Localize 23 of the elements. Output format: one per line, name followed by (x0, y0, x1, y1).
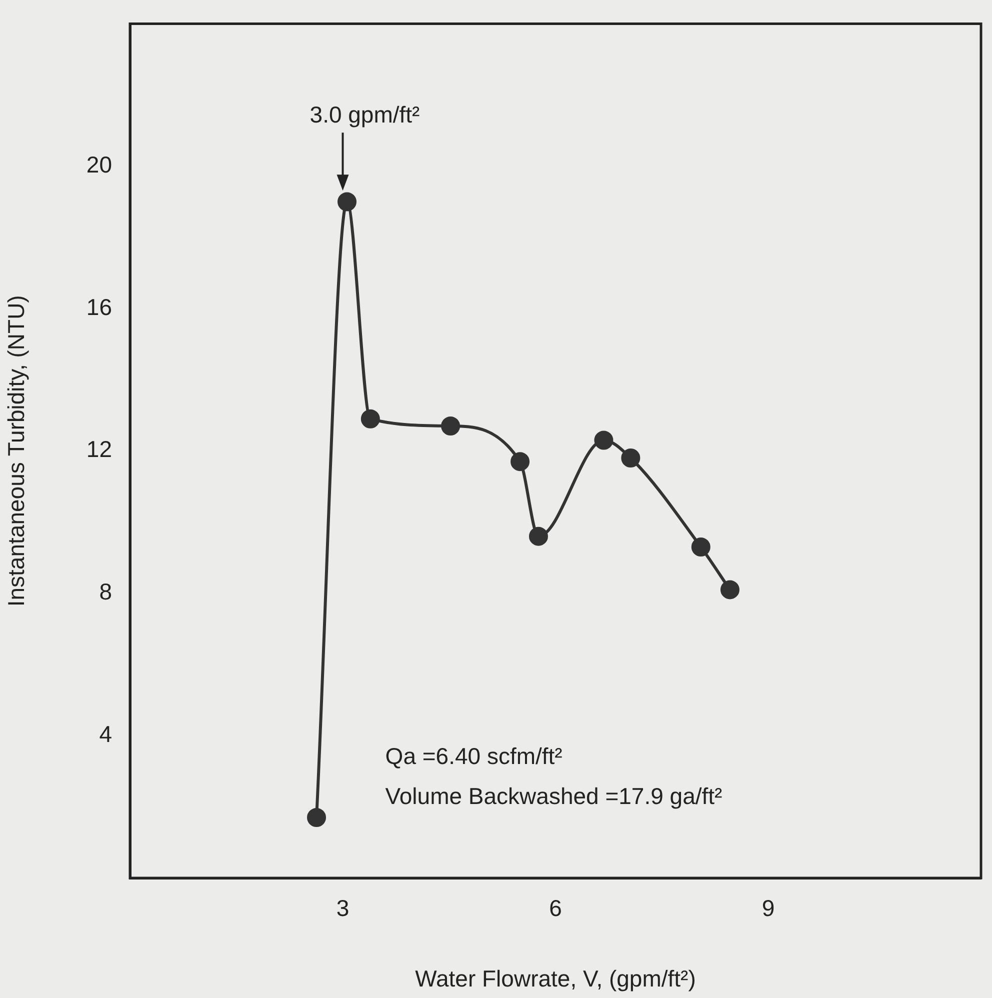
x-tick-label: 3 (336, 895, 350, 922)
point (528, 526, 548, 546)
point (621, 448, 640, 468)
point (307, 808, 326, 827)
y-tick-label: 12 (86, 436, 112, 462)
point (360, 409, 380, 428)
y-tick-label: 8 (99, 578, 112, 605)
annotation: Qa =6.40 scfm/ft² (385, 743, 563, 770)
y-axis-title: Instantaneous Turbidity, (NTU) (3, 295, 30, 607)
y-tick-label: 20 (86, 152, 112, 178)
x-axis-title: Water Flowrate, V, (gpm/ft²) (415, 966, 696, 992)
y-tick-label: 4 (99, 720, 112, 747)
point (720, 580, 740, 600)
annotation: 3.0 gpm/ft² (310, 102, 420, 128)
point (338, 192, 357, 212)
point (441, 416, 460, 436)
x-tick-label: 9 (762, 895, 775, 922)
x-tick-label: 6 (549, 895, 562, 922)
annotation: Volume Backwashed =17.9 ga/ft² (385, 783, 723, 810)
point (691, 537, 710, 556)
point (510, 452, 530, 472)
y-tick-label: 16 (86, 294, 112, 320)
point (594, 430, 614, 450)
